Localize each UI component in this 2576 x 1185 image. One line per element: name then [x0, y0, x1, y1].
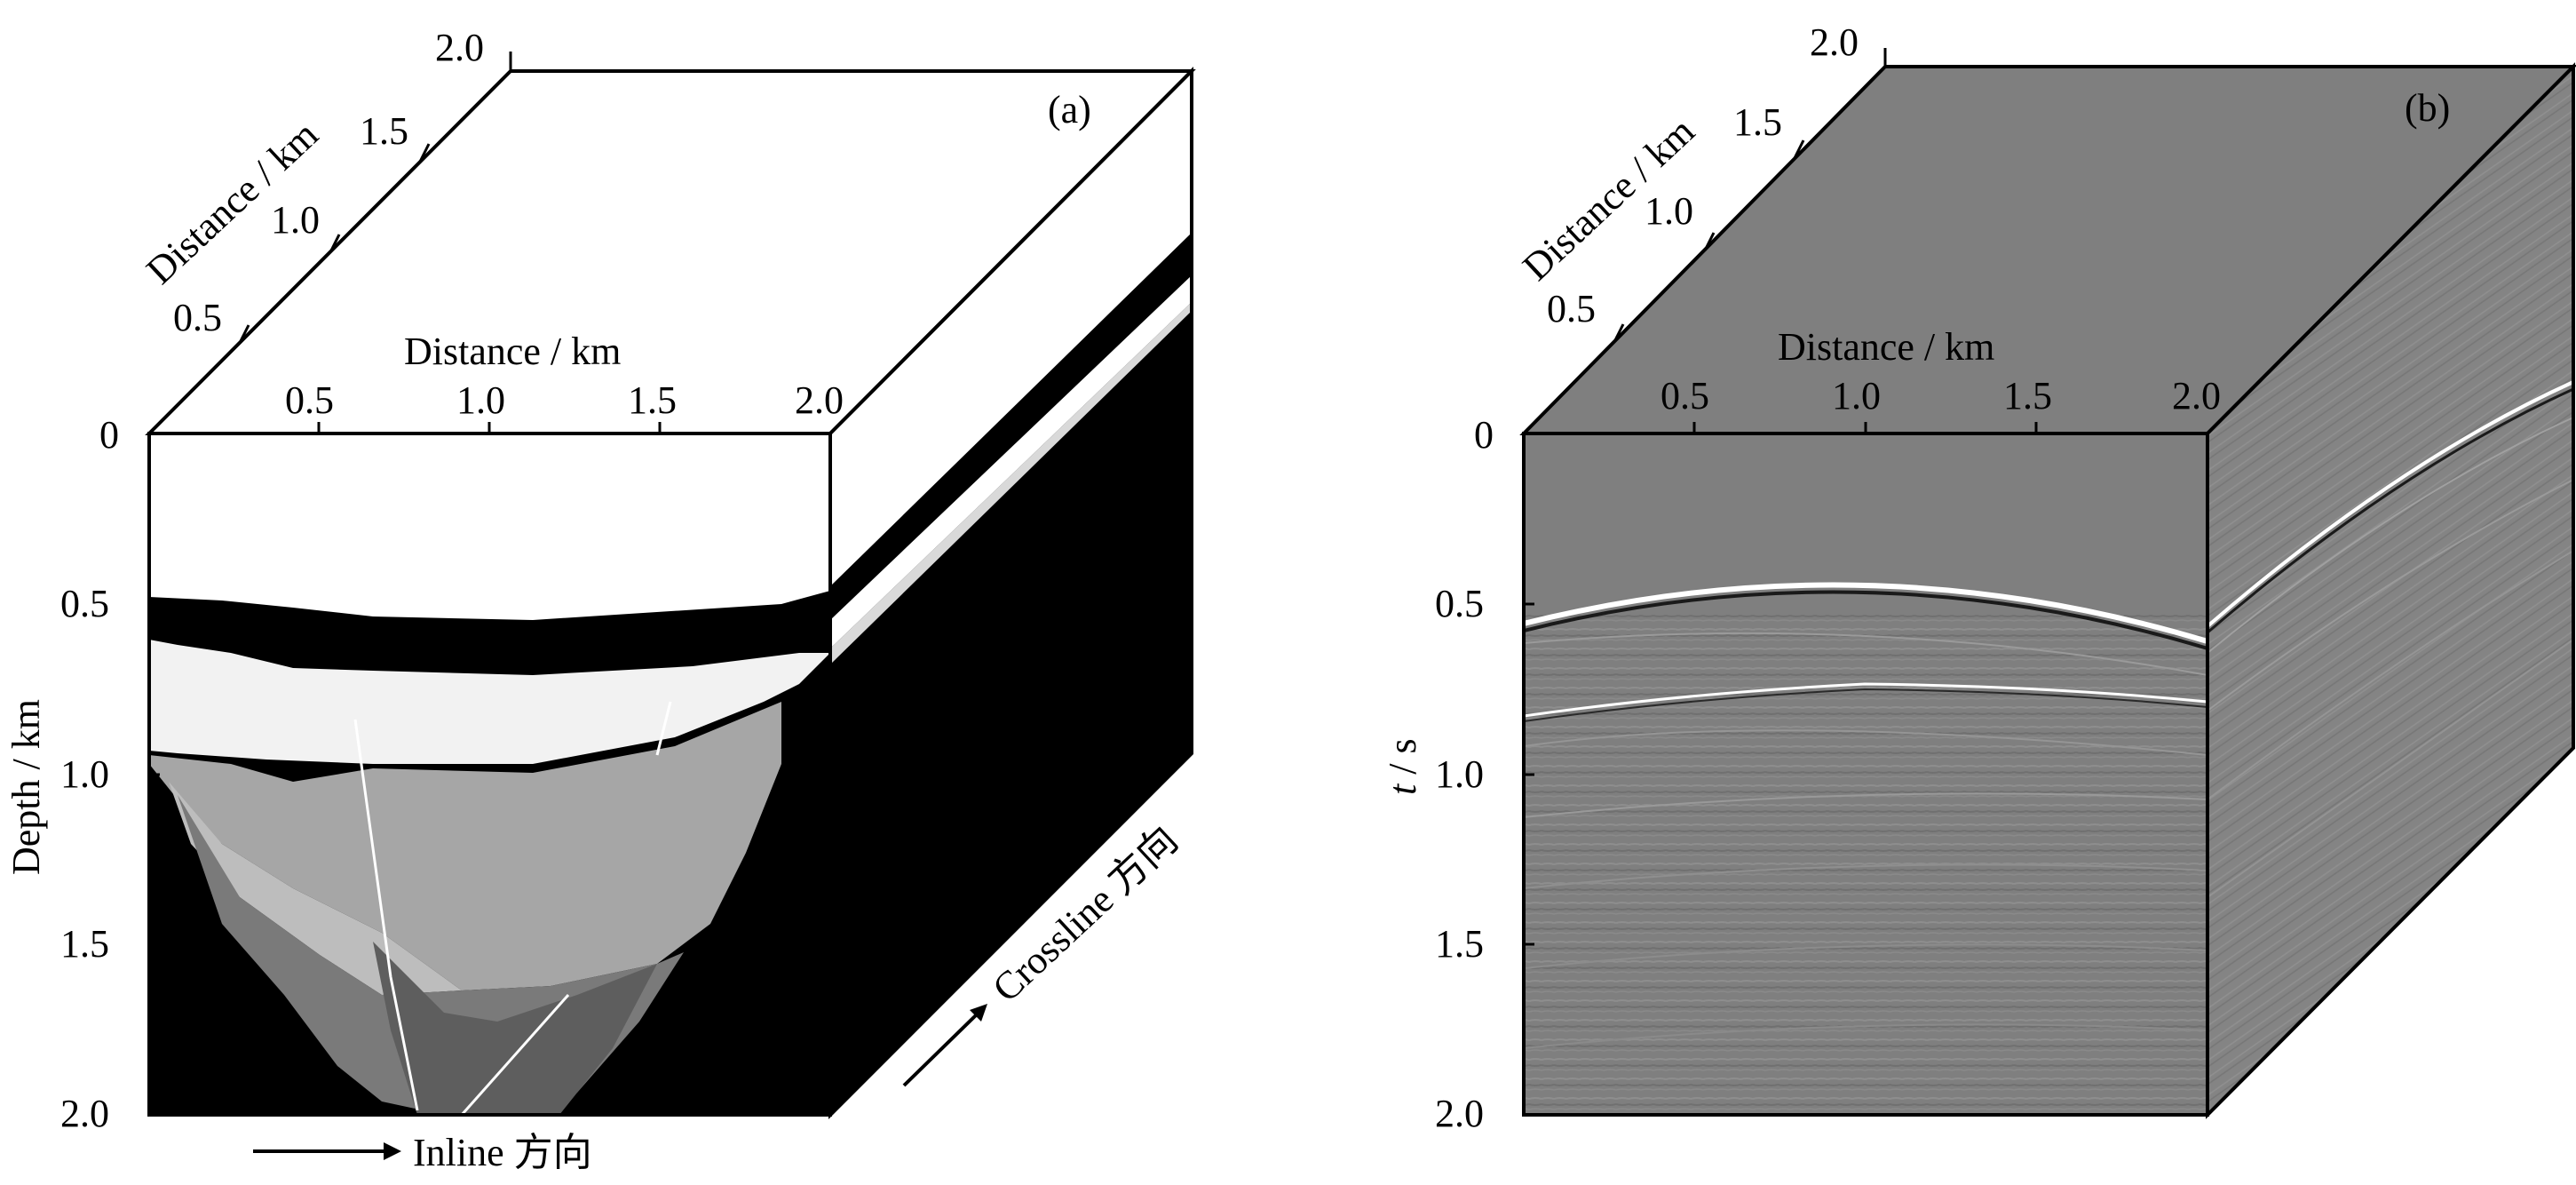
panel-a-tag: (a) [1048, 88, 1091, 131]
inline-tick-b-3: 1.5 [2003, 374, 2052, 418]
inline-axis-a: 0.5 1.0 1.5 2.0 Distance / km [285, 330, 844, 433]
arrow-up-right-icon [970, 1004, 987, 1022]
arrow-right-icon [384, 1142, 401, 1160]
inline-tick-a-2: 1.0 [456, 378, 505, 422]
model-side-face [828, 67, 1193, 1119]
inline-tick-a-1: 0.5 [285, 378, 334, 422]
inline-tick-b-1: 0.5 [1661, 374, 1709, 418]
inline-tick-b-4: 2.0 [2172, 374, 2221, 418]
top-axis-label-b: Distance / km [1778, 325, 1994, 369]
crossline-tick-a-3: 1.5 [360, 109, 408, 153]
depth-tick-a-4: 2.0 [60, 1092, 109, 1135]
time-tick-b-4: 2.0 [1435, 1092, 1484, 1135]
time-tick-b-0: 0 [1474, 413, 1494, 457]
time-tick-b-1: 0.5 [1435, 582, 1484, 625]
depth-axis-a: 0 0.5 1.0 1.5 2.0 Depth / km [4, 413, 160, 1135]
inline-direction-a: Inline 方向 [253, 1131, 592, 1174]
panel-b-tag: (b) [2405, 86, 2450, 130]
panel-a: (a) 0.5 1.0 1.5 2.0 Distance / km 0 0.5 … [4, 26, 1196, 1174]
inline-tick-a-4: 2.0 [795, 378, 844, 422]
time-tick-b-3: 1.5 [1435, 922, 1484, 966]
inline-axis-b: 0.5 1.0 1.5 2.0 Distance / km [1661, 325, 2221, 433]
crossline-tick-a-2: 1.0 [271, 198, 320, 242]
crossline-tick-a-1: 0.5 [173, 296, 222, 339]
left-axis-label-b: t / s [1381, 738, 1424, 795]
depth-tick-a-0: 0 [99, 413, 119, 457]
crossline-tick-b-3: 1.5 [1733, 100, 1782, 144]
depth-tick-a-2: 1.0 [60, 752, 109, 796]
time-tick-b-2: 1.0 [1435, 752, 1484, 796]
left-axis-label-b-rest: / s [1381, 738, 1424, 783]
seismic-front-face [1524, 433, 2207, 1115]
left-axis-label-b-italic: t [1381, 783, 1424, 795]
inline-tick-b-2: 1.0 [1832, 374, 1881, 418]
crossline-tick-a-4: 2.0 [435, 26, 484, 69]
inline-direction-label: Inline 方向 [413, 1131, 592, 1174]
crossline-tick-b-4: 2.0 [1810, 20, 1859, 64]
inline-tick-a-3: 1.5 [628, 378, 677, 422]
crossline-tick-b-1: 0.5 [1547, 287, 1596, 330]
time-axis-b: 0 0.5 1.0 1.5 2.0 t / s [1381, 413, 1534, 1135]
depth-tick-a-1: 0.5 [60, 582, 109, 625]
depth-tick-a-3: 1.5 [60, 922, 109, 966]
panel-b: (b) 0.5 1.0 1.5 2.0 Distance / km 0 0.5 … [1381, 20, 2576, 1135]
model-front-face [149, 433, 830, 1115]
crossline-tick-b-2: 1.0 [1645, 189, 1693, 233]
top-axis-label-a: Distance / km [404, 330, 621, 373]
left-axis-label-a: Depth / km [4, 699, 48, 875]
